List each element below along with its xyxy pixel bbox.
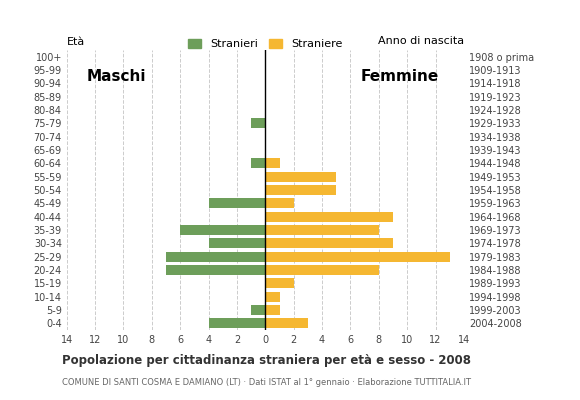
Text: Età: Età	[67, 37, 85, 47]
Bar	[166, 252, 266, 262]
Bar	[251, 118, 266, 128]
Bar	[251, 305, 266, 315]
Bar	[266, 305, 280, 315]
Bar	[266, 158, 280, 168]
Bar	[266, 172, 336, 182]
Bar	[209, 198, 266, 208]
Bar	[266, 198, 293, 208]
Bar	[266, 292, 280, 302]
Bar	[266, 225, 379, 235]
Bar	[266, 252, 450, 262]
Text: COMUNE DI SANTI COSMA E DAMIANO (LT) · Dati ISTAT al 1° gennaio · Elaborazione T: COMUNE DI SANTI COSMA E DAMIANO (LT) · D…	[62, 378, 472, 387]
Text: Femmine: Femmine	[361, 69, 439, 84]
Bar	[266, 238, 393, 248]
Bar	[266, 212, 393, 222]
Bar	[266, 278, 293, 288]
Bar	[266, 185, 336, 195]
Text: Maschi: Maschi	[86, 69, 146, 84]
Bar	[251, 158, 266, 168]
Bar	[180, 225, 266, 235]
Bar	[209, 318, 266, 328]
Bar	[266, 318, 308, 328]
Text: Popolazione per cittadinanza straniera per età e sesso - 2008: Popolazione per cittadinanza straniera p…	[62, 354, 472, 367]
Bar	[266, 265, 379, 275]
Bar	[209, 238, 266, 248]
Bar	[166, 265, 266, 275]
Legend: Stranieri, Straniere: Stranieri, Straniere	[183, 34, 347, 54]
Text: Anno di nascita: Anno di nascita	[378, 36, 464, 46]
